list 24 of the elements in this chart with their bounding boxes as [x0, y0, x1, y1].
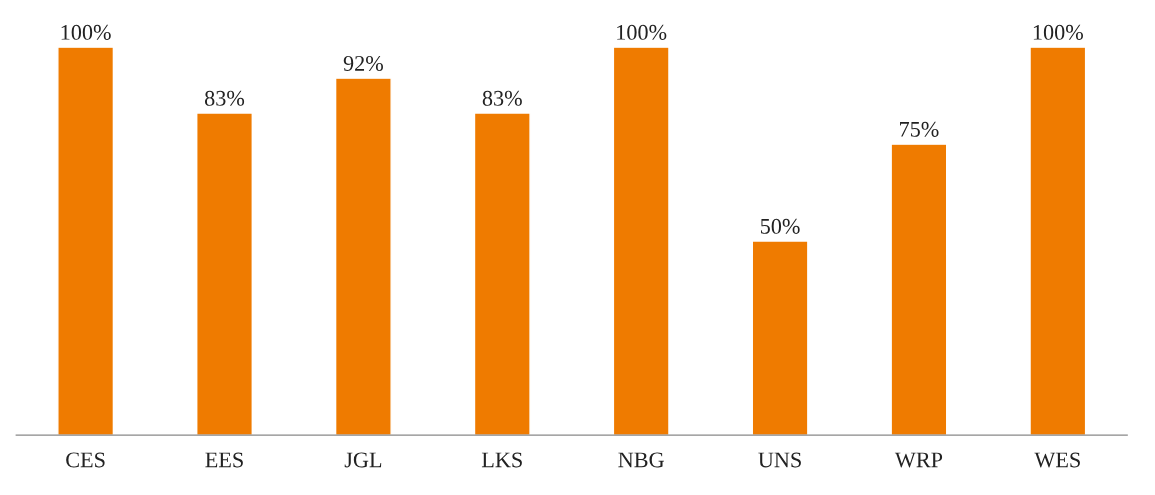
bar: [473, 112, 531, 436]
data-label: 92%: [343, 55, 383, 71]
x-tick-label: CES: [66, 452, 105, 468]
bar: [612, 46, 670, 436]
x-tick-label: UNS: [758, 452, 801, 468]
data-label: 100%: [1033, 24, 1083, 40]
data-label: 75%: [900, 121, 939, 137]
data-label: 83%: [482, 90, 522, 106]
data-label: 100%: [61, 24, 111, 40]
x-tick-label: LKS: [481, 452, 522, 468]
bar: [751, 240, 809, 436]
x-tick-label: WES: [1034, 452, 1080, 468]
bar: [196, 112, 253, 436]
data-label: 50%: [760, 218, 800, 234]
data-label: 83%: [204, 90, 245, 106]
x-tick-label: EES: [205, 452, 243, 468]
bar: [1029, 46, 1087, 436]
bar: [890, 143, 948, 436]
x-tick-label: JGL: [344, 452, 382, 468]
data-label: 100%: [617, 24, 667, 40]
bar: [334, 77, 392, 436]
x-tick-label: WRP: [894, 452, 943, 468]
bar: [57, 46, 115, 436]
x-tick-label: NBG: [618, 452, 664, 468]
